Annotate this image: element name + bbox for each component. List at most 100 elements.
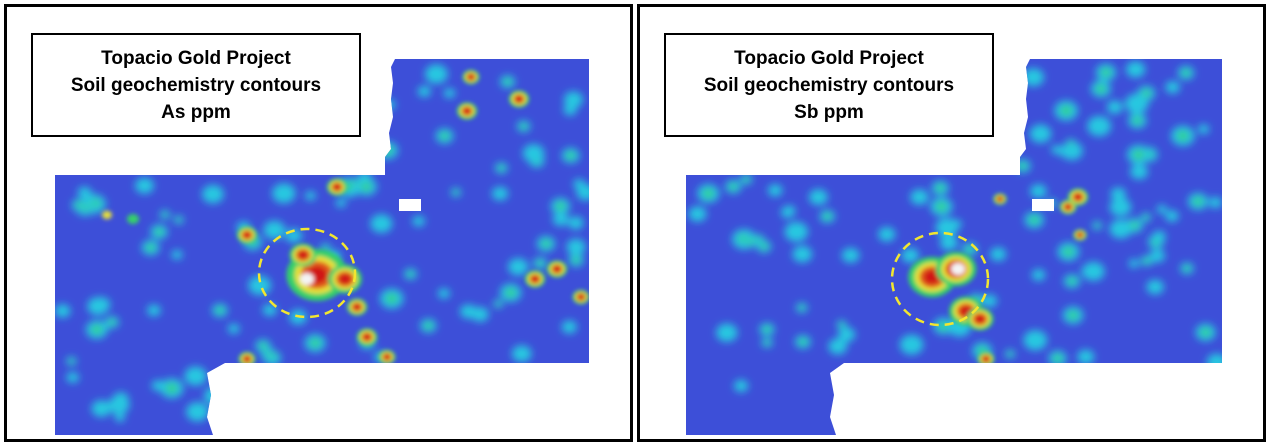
as-moderate-anomaly: [147, 304, 161, 317]
sb-elevated-anomaly: [936, 184, 945, 192]
sb-elevated-anomaly: [1133, 150, 1144, 160]
sb-title-box: Topacio Gold Project Soil geochemistry c…: [664, 33, 994, 137]
as-peak-zone: [363, 334, 371, 340]
sb-moderate-anomaly: [688, 206, 707, 222]
as-moderate-anomaly: [304, 191, 316, 201]
sb-title-line-2: Soil geochemistry contours: [703, 74, 955, 96]
as-peak-zone: [463, 108, 471, 114]
sb-moderate-anomaly: [1022, 68, 1045, 87]
as-elevated-anomaly: [259, 342, 267, 349]
as-moderate-anomaly: [424, 64, 448, 84]
sb-elevated-anomaly: [1142, 89, 1151, 97]
as-elevated-anomaly: [322, 246, 328, 251]
sb-moderate-anomaly: [1128, 259, 1140, 268]
sb-elevated-anomaly: [1053, 354, 1062, 362]
as-moderate-anomaly: [91, 400, 112, 417]
sb-elevated-anomaly: [966, 246, 974, 253]
as-title-line-2: Soil geochemistry contours: [70, 74, 322, 96]
sb-elevated-anomaly: [1193, 197, 1203, 206]
as-peak-zone: [243, 232, 251, 238]
sb-moderate-anomaly: [939, 235, 958, 251]
sb-moderate-anomaly: [828, 338, 848, 355]
sb-elevated-anomaly: [1183, 265, 1191, 272]
sb-moderate-anomaly: [1124, 93, 1149, 114]
sb-elevated-anomaly: [1182, 69, 1190, 77]
as-elevated-anomaly: [572, 257, 580, 264]
as-elevated-anomaly: [155, 228, 164, 236]
sb-moderate-anomaly: [910, 189, 929, 205]
as-elevated-anomaly: [108, 319, 116, 325]
as-title-line-1: Topacio Gold Project: [101, 47, 291, 69]
as-moderate-anomaly: [186, 402, 209, 422]
as-moderate-anomaly: [508, 258, 529, 276]
as-moderate-anomaly: [511, 345, 532, 363]
sb-elevated-anomaly: [799, 305, 805, 310]
sb-elevated-anomaly: [1068, 278, 1076, 285]
as-moderate-anomaly: [248, 275, 272, 296]
sb-moderate-anomaly: [1087, 116, 1112, 137]
as-moderate-anomaly: [184, 366, 207, 386]
sb-elevated-anomaly: [936, 202, 947, 211]
as-moderate-anomaly: [563, 104, 577, 116]
sb-elevated-anomaly: [1094, 223, 1100, 228]
as-elevated-anomaly: [537, 260, 544, 266]
sb-moderate-anomaly: [899, 334, 924, 355]
as-moderate-anomaly: [55, 304, 71, 318]
as-elevated-anomaly: [453, 190, 459, 195]
sb-moderate-anomaly: [1165, 210, 1179, 222]
as-data-gap: [399, 199, 421, 211]
sb-elevated-anomaly: [839, 322, 844, 327]
as-moderate-anomaly: [377, 141, 398, 160]
as-elevated-anomaly: [520, 123, 527, 129]
as-elevated-anomaly: [216, 307, 224, 314]
sb-moderate-anomaly: [1206, 353, 1222, 371]
as-moderate-anomaly: [227, 323, 240, 334]
sb-moderate-anomaly: [1197, 124, 1210, 134]
sb-moderate-anomaly: [1082, 261, 1105, 281]
as-elevated-anomaly: [162, 212, 168, 217]
sb-elevated-anomaly: [823, 213, 831, 220]
as-elevated-anomaly: [166, 383, 178, 393]
as-moderate-anomaly: [573, 178, 586, 190]
as-elevated-anomaly: [310, 339, 320, 348]
as-elevated-anomaly: [361, 182, 372, 191]
as-moderate-anomaly: [151, 380, 165, 391]
as-moderate-anomaly: [272, 183, 296, 204]
as-elevated-anomaly: [69, 359, 74, 364]
sb-peak-zone: [983, 356, 989, 362]
as-moderate-anomaly: [561, 320, 578, 334]
sb-elevated-anomaly: [799, 338, 807, 345]
as-title-box: Topacio Gold Project Soil geochemistry c…: [31, 33, 361, 137]
sb-moderate-anomaly: [1130, 164, 1148, 180]
sb-moderate-anomaly: [784, 221, 809, 242]
sb-moderate-anomaly: [1077, 349, 1095, 365]
as-moderate-anomaly: [135, 177, 154, 194]
as-moderate-anomaly: [417, 85, 431, 98]
as-moderate-anomaly: [262, 304, 277, 316]
as-moderate-anomaly: [383, 99, 396, 110]
as-moderate-anomaly: [568, 216, 584, 230]
as-moderate-anomaly: [443, 88, 456, 99]
as-moderate-anomaly: [66, 372, 80, 383]
sb-moderate-anomaly: [1030, 184, 1047, 199]
as-moderate-anomaly: [370, 214, 393, 233]
as-title-line-3: As ppm: [161, 101, 231, 123]
as-peak-zone: [333, 184, 341, 190]
sb-moderate-anomaly: [716, 323, 738, 342]
as-elevated-anomaly: [556, 202, 565, 210]
sb-moderate-anomaly: [1165, 80, 1180, 94]
sb-elevated-anomaly: [760, 243, 768, 250]
as-moderate-anomaly: [491, 186, 509, 201]
sb-moderate-anomaly: [767, 184, 783, 197]
as-peak-zone: [339, 274, 351, 284]
sb-elevated-anomaly: [1007, 352, 1013, 357]
as-peak-zone: [244, 356, 250, 362]
as-elevated-anomaly: [75, 202, 83, 208]
sb-data-gap: [1032, 199, 1054, 211]
as-peak-zone: [531, 276, 539, 282]
as-high-anomaly: [102, 210, 112, 220]
as-moderate-anomaly: [522, 144, 545, 163]
sb-target-circle: [890, 231, 990, 327]
as-peak-zone: [515, 96, 523, 102]
as-moderate-anomaly: [437, 288, 450, 299]
